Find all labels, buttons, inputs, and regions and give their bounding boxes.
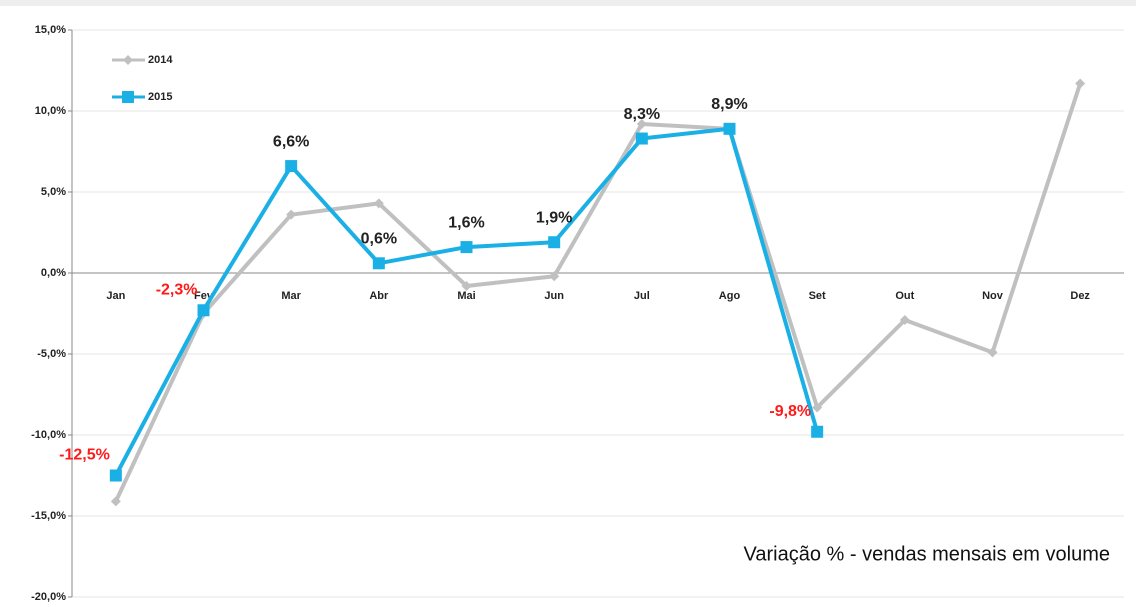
- x-tick-label: Dez: [1070, 290, 1090, 302]
- data-label: 1,9%: [536, 209, 572, 226]
- data-label: -12,5%: [59, 447, 110, 464]
- data-point: [548, 236, 561, 249]
- data-point: [635, 132, 648, 145]
- data-point: [811, 425, 824, 438]
- data-point: [1075, 78, 1086, 89]
- data-point: [372, 257, 385, 270]
- legend-label: 2014: [148, 54, 173, 66]
- x-tick-label: Mai: [457, 290, 475, 302]
- x-tick-label: Jan: [106, 290, 125, 302]
- chart-annotation: Variação % - vendas mensais em volume: [744, 543, 1110, 565]
- data-point: [812, 402, 823, 413]
- data-point: [110, 496, 121, 507]
- x-tick-label: Out: [895, 290, 914, 302]
- data-point: [723, 122, 736, 135]
- legend-marker: [122, 91, 134, 103]
- data-point: [636, 118, 647, 129]
- series-line: [114, 126, 820, 477]
- data-point: [109, 469, 122, 482]
- data-point: [461, 280, 472, 291]
- x-tick-label: Jun: [544, 290, 564, 302]
- top-shadow: [0, 0, 1136, 6]
- data-point: [987, 347, 998, 358]
- y-tick-label: 15,0%: [35, 24, 66, 36]
- data-label: 8,3%: [624, 106, 660, 123]
- data-point: [286, 209, 297, 220]
- data-point: [549, 271, 560, 282]
- x-tick-label: Set: [809, 290, 826, 302]
- y-tick-label: 10,0%: [35, 105, 66, 117]
- x-tick-label: Jul: [634, 290, 650, 302]
- y-tick-label: 5,0%: [41, 186, 66, 198]
- legend-marker: [123, 55, 133, 65]
- data-label: 6,6%: [273, 133, 309, 150]
- data-point: [460, 241, 473, 254]
- x-tick-label: Abr: [369, 290, 389, 302]
- data-label: 0,6%: [361, 230, 397, 247]
- data-label: 8,9%: [711, 96, 747, 113]
- y-tick-label: -20,0%: [31, 591, 66, 603]
- data-point: [285, 160, 298, 173]
- data-label: -2,3%: [156, 281, 198, 298]
- y-tick-label: -5,0%: [37, 348, 66, 360]
- x-tick-label: Nov: [982, 290, 1004, 302]
- y-tick-label: 0,0%: [41, 267, 66, 279]
- x-tick-label: Mar: [281, 290, 301, 302]
- data-point: [899, 314, 910, 325]
- data-point: [373, 198, 384, 209]
- data-label: -9,8%: [769, 403, 811, 420]
- series-line: [114, 82, 1083, 503]
- data-label: 1,6%: [448, 214, 484, 231]
- legend-label: 2015: [148, 91, 172, 103]
- y-tick-label: -10,0%: [31, 429, 66, 441]
- y-tick-label: -15,0%: [31, 510, 66, 522]
- data-point: [197, 304, 210, 317]
- x-tick-label: Ago: [719, 290, 741, 302]
